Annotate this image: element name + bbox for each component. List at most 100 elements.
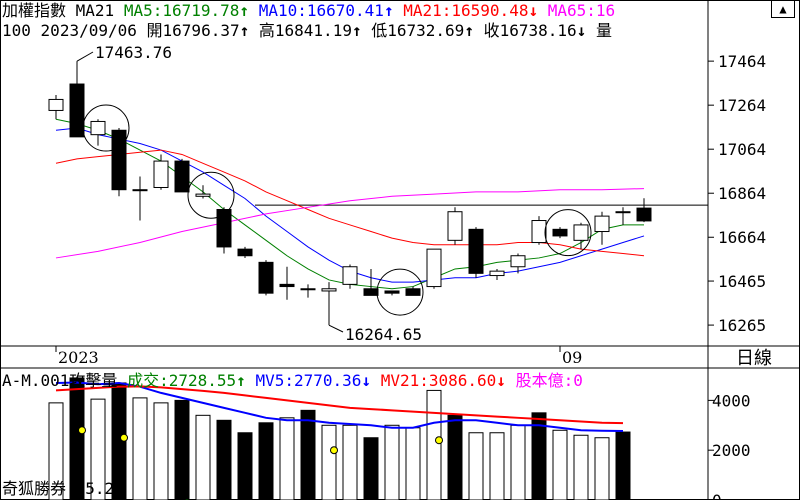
volume-bar xyxy=(342,424,358,500)
ma5-label: MA5: xyxy=(123,1,163,20)
candle xyxy=(552,227,568,239)
candle-down-body xyxy=(111,129,127,191)
candle-up-body xyxy=(510,255,526,268)
volume-bar xyxy=(279,417,295,500)
volume-tick-label: 0 xyxy=(712,491,722,500)
candle-down-body xyxy=(363,288,379,296)
candle-down-body xyxy=(237,248,253,257)
mv5-value: 2770.36 xyxy=(293,371,362,390)
volume-bar xyxy=(426,389,442,500)
open-label: 開 xyxy=(146,21,163,40)
close-value: 16738.16 xyxy=(499,21,577,40)
candle xyxy=(426,248,442,289)
candle-down-body xyxy=(552,228,568,237)
high-value: 16841.19 xyxy=(274,21,352,40)
app-name: 奇狐勝券 v5.2 xyxy=(2,479,115,498)
candle-down-body xyxy=(216,209,232,248)
price-axis: 17464 17264 17064 16864 16664 16465 16265 xyxy=(708,52,766,335)
ma10-label: MA10: xyxy=(258,1,307,20)
candle xyxy=(174,158,190,193)
price-tick-label: 16265 xyxy=(718,316,766,335)
ma65-value: 16 xyxy=(595,1,616,20)
candle-down-body xyxy=(279,283,295,288)
ma21-value: 16590.48 xyxy=(451,1,529,20)
candle-up-body xyxy=(48,98,64,111)
volume-bar xyxy=(447,414,463,500)
date-label: 2023 xyxy=(58,348,99,367)
highlight-circle xyxy=(376,268,424,316)
candle xyxy=(342,264,358,289)
highlight-circles xyxy=(82,104,592,316)
candle-up-body xyxy=(153,160,169,188)
candle xyxy=(636,198,652,223)
ma5-value: 16719.78 xyxy=(162,1,240,20)
ma65-label: MA65: xyxy=(547,1,596,20)
volume-bar xyxy=(258,422,274,500)
volume-bar xyxy=(300,409,316,500)
ma-label: MA21 xyxy=(75,1,115,20)
candle-up-body xyxy=(615,211,631,214)
date-label: 09 xyxy=(562,348,582,367)
volume-bar xyxy=(615,431,631,500)
candle xyxy=(48,95,64,120)
candle-up-body xyxy=(321,288,337,292)
vol-arrow-icon: ↑ xyxy=(236,371,246,390)
volume-bar xyxy=(531,412,547,500)
volume-header: A-M.001攻擊量 成交:2728.55↑ MV5:2770.36↓ MV21… xyxy=(2,372,583,390)
mv21-value: 3086.60 xyxy=(428,371,497,390)
ma21-line xyxy=(55,149,645,257)
price-tick-label: 16864 xyxy=(718,184,766,203)
mv5-line xyxy=(55,381,624,433)
candle-up-body xyxy=(90,120,106,136)
volume-bars xyxy=(48,377,631,500)
volume-indicator-name: A-M.001攻擊量 xyxy=(2,371,118,390)
ma21-label: MA21: xyxy=(403,1,452,20)
ma10-arrow-icon: ↑ xyxy=(383,1,394,20)
candle-up-body xyxy=(594,215,610,233)
volume-bar xyxy=(573,434,589,500)
info-prefix: 100 xyxy=(2,21,31,40)
candle-up-body xyxy=(447,211,463,241)
volume-bar xyxy=(363,437,379,500)
candle-down-body xyxy=(174,160,190,193)
high-arrow-icon: ↑ xyxy=(351,21,362,40)
volume-bar xyxy=(468,432,484,500)
volume-bar xyxy=(237,432,253,500)
price-tick-label: 17464 xyxy=(718,52,766,71)
mv5-arrow-icon: ↓ xyxy=(361,371,372,390)
volume-bar xyxy=(90,398,106,500)
volume-label: 量 xyxy=(595,21,612,40)
candle xyxy=(153,154,169,190)
ma10-value: 16670.41 xyxy=(306,1,384,20)
candle-down-body xyxy=(636,207,652,222)
candle xyxy=(405,286,421,296)
volume-bar xyxy=(195,414,211,500)
candle xyxy=(300,284,316,298)
low-arrow-icon: ↑ xyxy=(464,21,474,40)
volume-average-lines xyxy=(55,381,624,433)
candle-up-body xyxy=(573,224,589,241)
candle-down-body xyxy=(405,288,421,296)
candle xyxy=(615,207,631,225)
candle xyxy=(258,260,274,296)
candle xyxy=(216,207,232,254)
open-value: 16796.37 xyxy=(162,21,240,40)
candle-up-body xyxy=(531,220,547,244)
highlight-circle xyxy=(187,171,235,219)
vol-value: 2728.55 xyxy=(168,371,237,390)
candle xyxy=(531,216,547,245)
ma5-arrow-icon: ↑ xyxy=(239,1,250,20)
close-arrow-icon: ↓ xyxy=(576,21,587,40)
mv21-label: MV21: xyxy=(380,371,429,390)
candle xyxy=(447,207,463,245)
mv21-line xyxy=(55,385,624,425)
up-arrow-icon[interactable]: ▲ xyxy=(771,0,795,18)
period-daily-button[interactable]: 日線 xyxy=(736,348,772,369)
candle xyxy=(111,128,127,197)
high-label: 高 xyxy=(258,21,275,40)
volume-dot xyxy=(120,433,128,442)
candle xyxy=(468,227,484,278)
candle-up-body xyxy=(426,248,442,288)
ma21-arrow-icon: ↓ xyxy=(528,1,539,20)
